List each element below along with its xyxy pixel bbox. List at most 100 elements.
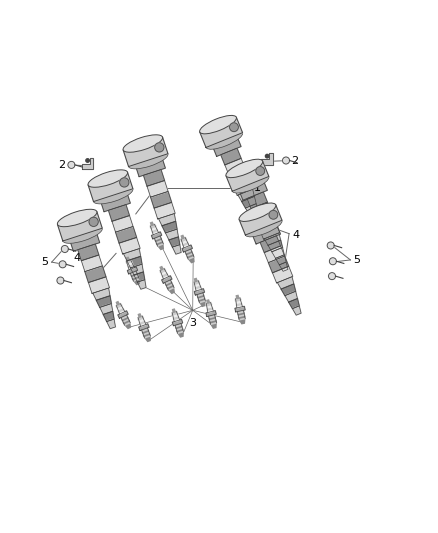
Polygon shape <box>93 288 110 300</box>
Polygon shape <box>127 256 142 268</box>
Polygon shape <box>207 300 209 303</box>
Circle shape <box>59 261 66 268</box>
Polygon shape <box>239 181 267 200</box>
Circle shape <box>256 167 265 175</box>
Polygon shape <box>162 276 172 283</box>
Polygon shape <box>187 255 194 260</box>
Polygon shape <box>186 252 193 256</box>
Polygon shape <box>181 238 187 241</box>
Polygon shape <box>209 318 216 321</box>
Polygon shape <box>150 224 156 229</box>
Polygon shape <box>147 181 168 197</box>
Polygon shape <box>119 310 125 314</box>
Text: 4: 4 <box>293 230 300 239</box>
Polygon shape <box>173 313 178 317</box>
Circle shape <box>283 157 290 164</box>
Polygon shape <box>169 288 174 293</box>
Polygon shape <box>261 154 273 165</box>
Polygon shape <box>165 280 171 284</box>
Circle shape <box>86 159 89 162</box>
Polygon shape <box>209 316 215 319</box>
Polygon shape <box>145 336 150 342</box>
Polygon shape <box>199 300 205 303</box>
Text: 2: 2 <box>291 156 298 166</box>
Polygon shape <box>127 267 138 274</box>
Polygon shape <box>198 294 204 298</box>
Polygon shape <box>88 277 110 294</box>
Polygon shape <box>229 168 249 185</box>
Polygon shape <box>154 203 175 219</box>
Polygon shape <box>206 311 216 317</box>
Polygon shape <box>96 296 111 308</box>
Polygon shape <box>207 304 212 308</box>
Polygon shape <box>142 329 148 333</box>
Polygon shape <box>168 286 174 290</box>
Polygon shape <box>251 202 272 219</box>
Polygon shape <box>208 314 215 318</box>
Circle shape <box>89 217 98 227</box>
Polygon shape <box>119 237 140 254</box>
Circle shape <box>230 123 238 132</box>
Polygon shape <box>235 306 245 312</box>
Polygon shape <box>162 273 168 277</box>
Ellipse shape <box>123 135 162 152</box>
Polygon shape <box>122 317 128 321</box>
Polygon shape <box>198 296 205 300</box>
Polygon shape <box>151 227 157 230</box>
Polygon shape <box>253 219 261 228</box>
Polygon shape <box>117 302 120 305</box>
Polygon shape <box>268 256 289 273</box>
Polygon shape <box>206 302 212 306</box>
Polygon shape <box>238 312 244 315</box>
Polygon shape <box>112 215 133 232</box>
Polygon shape <box>133 277 139 281</box>
Polygon shape <box>128 264 134 268</box>
Polygon shape <box>138 280 146 289</box>
Polygon shape <box>186 251 192 255</box>
Polygon shape <box>152 232 162 239</box>
Polygon shape <box>272 247 284 259</box>
Polygon shape <box>126 260 132 263</box>
Polygon shape <box>208 309 213 312</box>
Polygon shape <box>123 318 129 322</box>
Polygon shape <box>132 276 138 280</box>
Ellipse shape <box>206 131 243 149</box>
Polygon shape <box>194 281 200 285</box>
Polygon shape <box>167 285 173 289</box>
Polygon shape <box>127 262 133 265</box>
Polygon shape <box>124 321 130 325</box>
Polygon shape <box>226 161 269 191</box>
Polygon shape <box>166 229 178 240</box>
Polygon shape <box>78 244 99 261</box>
Polygon shape <box>272 266 293 283</box>
Polygon shape <box>152 229 158 232</box>
Polygon shape <box>221 148 241 165</box>
Polygon shape <box>198 297 205 301</box>
Polygon shape <box>138 316 144 320</box>
Polygon shape <box>207 307 213 310</box>
Polygon shape <box>155 236 161 240</box>
Polygon shape <box>279 262 288 271</box>
Polygon shape <box>245 204 258 214</box>
Polygon shape <box>237 295 239 298</box>
Circle shape <box>269 211 278 219</box>
Polygon shape <box>109 205 130 221</box>
Polygon shape <box>182 239 187 244</box>
Text: 5: 5 <box>41 257 48 267</box>
Text: 2: 2 <box>59 160 66 170</box>
Polygon shape <box>151 222 153 225</box>
Polygon shape <box>239 205 282 235</box>
Polygon shape <box>240 319 245 324</box>
Polygon shape <box>247 192 267 208</box>
Polygon shape <box>239 317 245 320</box>
Polygon shape <box>177 330 184 334</box>
Circle shape <box>61 246 68 253</box>
Polygon shape <box>103 311 114 321</box>
Polygon shape <box>162 221 177 233</box>
Polygon shape <box>158 244 163 249</box>
Polygon shape <box>116 227 137 243</box>
Polygon shape <box>172 311 178 315</box>
Polygon shape <box>225 158 245 175</box>
Polygon shape <box>121 315 127 319</box>
Polygon shape <box>194 289 205 295</box>
